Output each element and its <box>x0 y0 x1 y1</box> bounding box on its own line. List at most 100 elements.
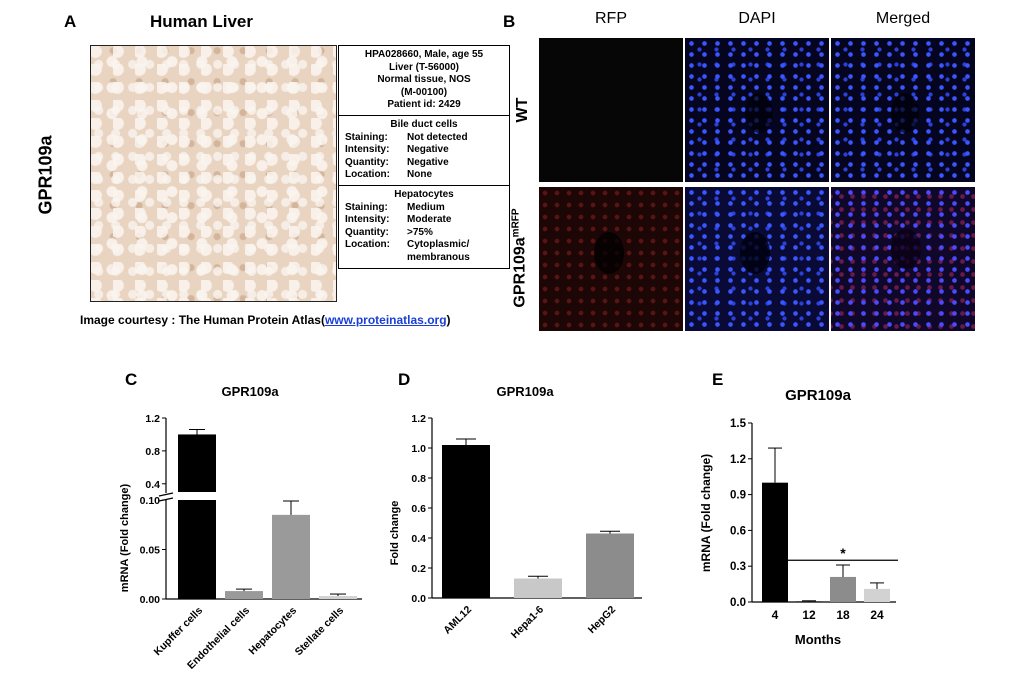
y-tick-label: 1.2 <box>411 413 426 425</box>
y-tick-label: 0.6 <box>411 503 426 515</box>
bar <box>178 434 216 492</box>
panel-a-letter: A <box>64 12 77 31</box>
bile-value: Negative <box>407 144 449 156</box>
y-tick-label: 1.2 <box>730 454 746 466</box>
bar <box>514 578 562 598</box>
y-tick-label: 0.4 <box>145 479 160 491</box>
row-label-wt: WT <box>514 97 531 123</box>
x-tick-label: 12 <box>802 608 816 622</box>
x-tick-label: Hepatocytes <box>246 605 299 658</box>
panel-a-title: Human Liver <box>150 12 253 31</box>
micro-wt-rfp <box>539 38 683 182</box>
axis-break-mark <box>158 497 174 502</box>
y-tick-label: 0.3 <box>730 561 746 573</box>
ihc-liver-image <box>90 45 337 302</box>
chart-c-title: GPR109a <box>221 384 279 399</box>
chart-d-ylabel: Fold change <box>389 501 401 566</box>
col-label-dapi: DAPI <box>738 10 776 27</box>
significance-star: * <box>840 545 846 561</box>
x-tick-label: 24 <box>870 608 884 622</box>
hep-value: membranous <box>407 251 470 263</box>
bile-duct-section: Bile duct cells Staining: Not detected In… <box>339 116 509 186</box>
hep-value: Medium <box>407 201 445 213</box>
bar <box>864 588 890 602</box>
y-tick-label: 1.5 <box>730 418 747 430</box>
hep-key: Staining: <box>345 201 388 213</box>
hep-title: Hepatocytes <box>394 188 454 200</box>
row2-sup-text: mRFP <box>510 208 522 238</box>
hep-value: Moderate <box>407 214 452 226</box>
y-tick-label: 0.8 <box>145 446 160 458</box>
row-label-gpr109a-mrfp: GPR109amRFP <box>510 208 529 307</box>
credit-end: ) <box>446 313 451 327</box>
bar <box>586 533 634 598</box>
col-label-merged: Merged <box>875 10 931 27</box>
info-line: Normal tissue, NOS <box>377 74 471 86</box>
panel-e-letter: E <box>712 370 724 389</box>
bile-key: Location: <box>345 169 390 181</box>
panel-c-letter: C <box>125 370 138 389</box>
hep-key <box>345 252 407 265</box>
chart-e-xlabel: Months <box>795 632 841 647</box>
chart-d: GPR109a Fold change 0.0 0.2 0.4 0.6 0.8 1.0 1.… <box>389 384 642 641</box>
chart-d-title: GPR109a <box>496 384 554 399</box>
x-tick-label: 4 <box>772 608 779 622</box>
bar <box>762 482 788 602</box>
x-tick-label: AML12 <box>441 604 474 637</box>
y-tick-label: 0.10 <box>140 495 161 507</box>
bile-title: Bile duct cells <box>390 118 458 130</box>
chart-e: GPR109a mRNA (Fold change) Months 0.0 0.3… <box>699 387 898 647</box>
y-tick-label: 0.05 <box>140 545 161 557</box>
y-tick-label: 0.6 <box>730 525 746 537</box>
y-tick-label: 0.00 <box>140 594 161 606</box>
bar <box>796 601 822 603</box>
hep-value: Cytoplasmic/ <box>407 239 470 251</box>
row2-main-text: GPR109a <box>511 237 529 308</box>
x-tick-label: HepG2 <box>586 604 619 637</box>
bar <box>225 591 263 599</box>
y-tick-label: 1.2 <box>145 413 160 425</box>
panel-a-row-label: GPR109a <box>36 135 57 214</box>
bar <box>319 596 357 599</box>
info-line: Liver (T-56000) <box>388 61 460 73</box>
bar <box>178 500 216 599</box>
y-tick-label: 0.2 <box>411 563 426 575</box>
y-tick-label: 1.0 <box>411 443 426 455</box>
hep-key: Intensity: <box>345 214 390 226</box>
bile-value: None <box>407 169 432 181</box>
chart-c-ylabel: mRNA (Fold change) <box>119 483 131 592</box>
hpa-info-box: HPA028660, Male, age 55 Liver (T-56000) … <box>338 45 510 269</box>
chart-c: GPR109a mRNA (Fold change) 0.00 0.05 0.10 0… <box>119 384 362 672</box>
col-label-rfp: RFP <box>595 10 627 27</box>
info-header-section: HPA028660, Male, age 55 Liver (T-56000) … <box>339 46 509 116</box>
bile-value: Not detected <box>407 131 468 143</box>
x-tick-label: Hepa1-6 <box>509 604 546 641</box>
panel-d-letter: D <box>398 370 411 389</box>
row-label-text: GPR109a <box>35 135 56 215</box>
y-tick-label: 0.8 <box>411 473 426 485</box>
bile-value: Negative <box>407 156 449 168</box>
axis-break-mark <box>158 492 174 497</box>
y-tick-label: 0.0 <box>411 593 426 605</box>
micro-ko-merged <box>831 187 975 331</box>
bile-key: Staining: <box>345 131 388 143</box>
bile-key: Intensity: <box>345 144 390 156</box>
micro-wt-merged <box>831 38 975 182</box>
micro-wt-dapi <box>685 38 829 182</box>
chart-e-title: GPR109a <box>785 387 852 404</box>
proteinatlas-link[interactable]: www.proteinatlas.org <box>324 313 447 327</box>
bar <box>272 514 310 599</box>
credit-text: Image courtesy : The Human Protein Atlas… <box>80 313 325 327</box>
bile-key: Quantity: <box>345 156 389 168</box>
chart-e-ylabel: mRNA (Fold change) <box>699 454 713 572</box>
x-tick-label: 18 <box>836 608 850 622</box>
bar <box>442 445 490 598</box>
panel-b-letter: B <box>503 12 516 31</box>
hep-value: >75% <box>407 226 433 238</box>
info-line: Patient id: 2429 <box>387 99 461 111</box>
micro-ko-dapi <box>685 187 829 331</box>
info-line: (M-00100) <box>400 86 448 98</box>
y-tick-label: 0.9 <box>730 490 746 502</box>
micro-ko-rfp <box>539 187 683 331</box>
y-tick-label: 0.4 <box>411 533 426 545</box>
